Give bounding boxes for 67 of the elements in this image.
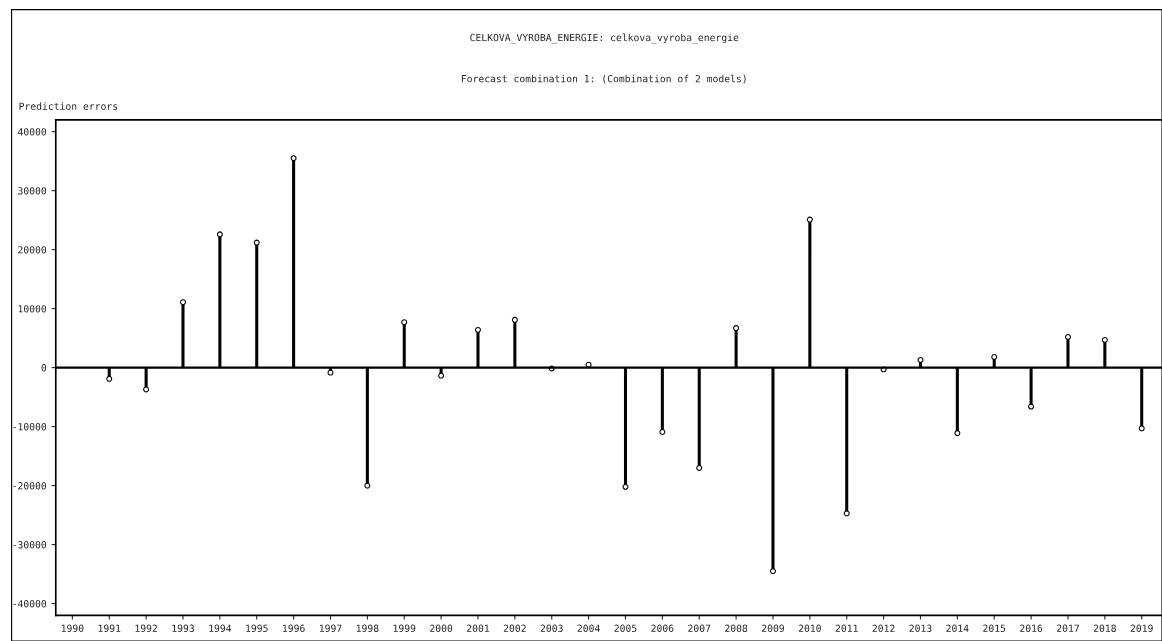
x-tick-label: 2006 <box>651 624 674 632</box>
point <box>1064 333 1071 340</box>
x-tick-label: 2000 <box>430 624 453 632</box>
x-tick-label: 1997 <box>319 624 342 632</box>
x-tick-label: 2008 <box>725 624 748 632</box>
x-tick-label: 1998 <box>356 624 379 632</box>
point <box>180 299 186 306</box>
point <box>511 316 518 323</box>
y-tick-label: 10000 <box>18 305 47 313</box>
point <box>106 375 113 382</box>
y-tick-label: -20000 <box>13 482 47 490</box>
x-tick-label: 1999 <box>393 624 416 632</box>
point <box>401 319 408 326</box>
x-tick-label: 2017 <box>1056 624 1079 632</box>
y-tick-label: 20000 <box>18 246 47 254</box>
x-tick-label: 1991 <box>98 624 121 632</box>
x-tick-label: 2016 <box>1020 624 1043 632</box>
point <box>253 239 260 246</box>
chart-subtitle: Forecast combination 1: (Combination of 2 models) <box>461 74 746 84</box>
x-tick-label: 1995 <box>246 624 268 632</box>
point <box>1028 403 1035 410</box>
y-tick-label: 0 <box>41 364 47 372</box>
point <box>364 482 371 489</box>
point <box>843 510 850 517</box>
x-tick-label: 1994 <box>209 624 232 632</box>
x-tick-label: 2005 <box>614 624 637 632</box>
point <box>474 326 481 333</box>
y-tick-label: 40000 <box>17 128 47 136</box>
x-tick-label: 1996 <box>283 624 305 632</box>
x-tick-label: 2014 <box>946 624 969 632</box>
x-tick-label: 2013 <box>909 624 932 632</box>
point <box>954 430 961 437</box>
point <box>991 354 998 360</box>
point <box>769 568 776 575</box>
y-axis-title: Prediction errors <box>19 102 118 110</box>
point <box>143 386 150 393</box>
point <box>1138 425 1145 432</box>
x-tick-label: 2003 <box>540 624 563 632</box>
x-tick-label: 2012 <box>872 624 895 632</box>
point <box>1101 336 1108 343</box>
x-tick-label: 1993 <box>172 624 194 632</box>
x-tick-label: 2011 <box>835 624 858 632</box>
point <box>290 155 297 162</box>
x-tick-label: 1990 <box>61 624 84 632</box>
point <box>216 231 223 238</box>
x-tick-label: 2019 <box>1130 624 1153 632</box>
x-tick-label: 2001 <box>467 624 490 632</box>
x-tick-label: 2007 <box>688 624 711 632</box>
y-tick-label: 30000 <box>18 187 47 195</box>
x-tick-label: 1992 <box>135 624 157 632</box>
chart-title: CELKOVA_VYROBA_ENERGIE: celkova_vyroba_energie <box>470 33 739 44</box>
y-tick-label: -40000 <box>13 600 47 608</box>
point <box>438 372 445 379</box>
x-tick-label: 2015 <box>983 624 1006 632</box>
y-tick-label: -30000 <box>13 541 47 549</box>
point <box>806 216 813 223</box>
x-tick-label: 2010 <box>798 624 821 632</box>
point <box>696 464 703 471</box>
x-tick-label: 2009 <box>761 624 785 632</box>
x-tick-label: 2018 <box>1093 624 1116 632</box>
x-tick-label: 2002 <box>503 624 526 632</box>
point <box>733 325 740 332</box>
y-tick-label: -10000 <box>13 423 47 431</box>
point <box>622 483 629 490</box>
point <box>659 428 666 435</box>
x-tick-label: 2004 <box>577 624 600 632</box>
point <box>917 356 924 363</box>
